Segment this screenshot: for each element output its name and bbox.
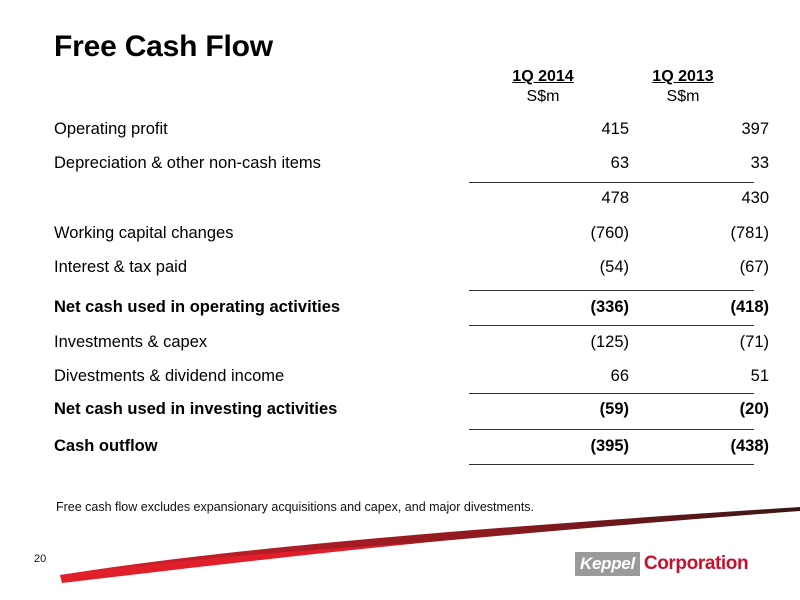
- row-label: Net cash used in operating activities: [54, 298, 341, 316]
- subtotal-rule: [469, 429, 754, 430]
- column-header-1q2014: 1Q 2014 S$m: [483, 67, 603, 107]
- logo-corporation: Corporation: [643, 553, 749, 574]
- value-1q2013: (71): [739, 333, 769, 351]
- table-row: Net cash used in investing activities (5…: [54, 398, 769, 420]
- total-rule: [469, 464, 754, 465]
- row-label: Operating profit: [54, 120, 168, 138]
- table-row: 478 430: [54, 187, 769, 209]
- table-row: Net cash used in operating activities (3…: [54, 296, 769, 318]
- subtotal-rule: [469, 182, 754, 183]
- value-1q2013: 397: [741, 120, 769, 138]
- value-1q2014: (760): [590, 224, 629, 242]
- value-1q2014: (395): [590, 437, 629, 455]
- subtotal-rule: [469, 325, 754, 326]
- table-row: Operating profit 415 397: [54, 118, 769, 140]
- value-1q2014: 415: [601, 120, 629, 138]
- column-period: 1Q 2014: [512, 68, 574, 85]
- table-row: Working capital changes (760) (781): [54, 222, 769, 244]
- row-label: Cash outflow: [54, 437, 158, 455]
- row-label: Working capital changes: [54, 224, 234, 242]
- row-label: Depreciation & other non-cash items: [54, 154, 321, 172]
- keppel-logo: Keppel Corporation: [575, 552, 749, 576]
- subtotal-rule: [469, 290, 754, 291]
- value-1q2013: (781): [730, 224, 769, 242]
- value-1q2014: (59): [599, 400, 629, 418]
- logo-keppel: Keppel: [575, 552, 640, 576]
- value-1q2013: (67): [739, 258, 769, 276]
- row-label: Divestments & dividend income: [54, 367, 285, 385]
- row-label: Net cash used in investing activities: [54, 400, 338, 418]
- slide-title: Free Cash Flow: [54, 30, 273, 63]
- swoosh-decoration: [60, 507, 800, 583]
- table-row: Depreciation & other non-cash items 63 3…: [54, 152, 769, 174]
- value-1q2013: 51: [750, 367, 769, 385]
- value-1q2013: (20): [739, 400, 769, 418]
- value-1q2013: (418): [730, 298, 769, 316]
- value-1q2014: 63: [610, 154, 629, 172]
- subtotal-rule: [469, 393, 754, 394]
- column-period: 1Q 2013: [652, 68, 714, 85]
- table-row: Cash outflow (395) (438): [54, 435, 769, 457]
- table-row: Divestments & dividend income 66 51: [54, 365, 769, 387]
- value-1q2014: 66: [610, 367, 629, 385]
- table-row: Investments & capex (125) (71): [54, 331, 769, 353]
- value-1q2013: 33: [750, 154, 769, 172]
- column-header-1q2013: 1Q 2013 S$m: [623, 67, 743, 107]
- value-1q2013: 430: [741, 189, 769, 207]
- value-1q2014: (125): [590, 333, 629, 351]
- column-unit: S$m: [526, 88, 560, 105]
- column-unit: S$m: [666, 88, 700, 105]
- value-1q2014: (336): [590, 298, 629, 316]
- footnote: Free cash flow excludes expansionary acq…: [56, 500, 535, 514]
- table-row: Interest & tax paid (54) (67): [54, 256, 769, 278]
- row-label: Interest & tax paid: [54, 258, 187, 276]
- row-label: Investments & capex: [54, 333, 208, 351]
- value-1q2013: (438): [730, 437, 769, 455]
- page-number: 20: [34, 553, 47, 565]
- value-1q2014: 478: [601, 189, 629, 207]
- value-1q2014: (54): [599, 258, 629, 276]
